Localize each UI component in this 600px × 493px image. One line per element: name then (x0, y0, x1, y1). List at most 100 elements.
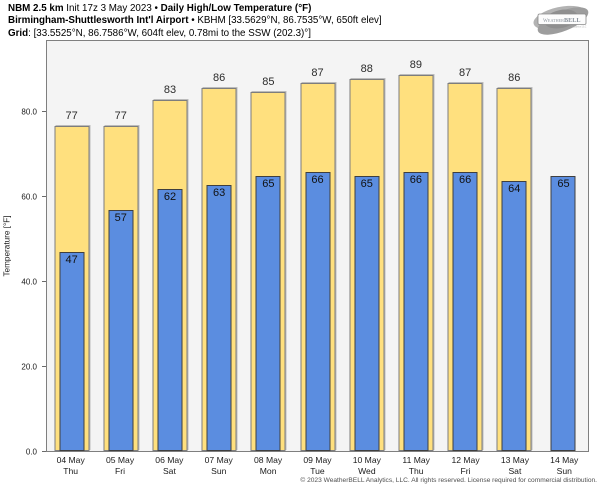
station-name: Birmingham-Shuttlesworth Int'l Airport (8, 15, 189, 27)
low-value-label: 66 (311, 174, 324, 187)
low-bar: 66 (305, 172, 331, 451)
low-value-label: 62 (163, 190, 177, 203)
low-bar: 65 (255, 176, 281, 451)
x-tick-date: 08 May (254, 455, 283, 465)
x-axis-labels: 04 May Thu 05 May Fri 06 May Sat 07 May Sun 08 M… (46, 455, 589, 476)
low-bar: 65 (354, 176, 380, 451)
low-bar: 66 (452, 172, 478, 451)
day-slot: 87 66 (441, 41, 490, 451)
x-tick-label: 12 May Fri (441, 455, 490, 476)
x-tick-date: 10 May (352, 455, 381, 465)
high-value-label: 89 (409, 58, 423, 71)
high-value-label: 87 (311, 67, 324, 80)
high-value-label: 86 (508, 71, 521, 84)
low-bar: 64 (501, 180, 527, 451)
header-line-1: NBM 2.5 km Init 17z 3 May 2023 • Daily H… (8, 3, 382, 15)
low-bar: 65 (550, 176, 576, 451)
copyright-notice: © 2023 WeatherBELL Analytics, LLC. All r… (300, 477, 597, 484)
low-bar: 47 (59, 252, 85, 451)
y-tick-label: 20.0 (21, 362, 37, 372)
x-tick-label: 13 May Sat (490, 455, 539, 476)
station-detail: • KBHM [33.5629°N, 86.7535°W, 650ft elev… (188, 15, 382, 27)
day-slot: 89 66 (391, 41, 440, 451)
plot-area: 77 47 77 57 83 62 86 63 85 65 87 66 88 65 89 66 87 66 86 64… (46, 40, 589, 452)
high-value-label: 77 (114, 109, 127, 122)
x-tick-date: 09 May (303, 455, 332, 465)
y-tick-mark (42, 196, 46, 198)
logo-text-bell: BELL (564, 17, 581, 24)
y-tick-label: 0.0 (25, 447, 37, 457)
day-slot: 88 65 (342, 41, 391, 451)
low-bar: 62 (157, 188, 183, 451)
x-tick-day: Fri (460, 465, 471, 476)
x-tick-label: 11 May Thu (392, 455, 441, 476)
low-value-label: 66 (409, 174, 423, 187)
x-tick-date: 07 May (204, 455, 233, 465)
high-value-label: 87 (458, 67, 472, 80)
x-tick-date: 13 May (500, 455, 529, 465)
header-line-2: Birmingham-Shuttlesworth Int'l Airport •… (8, 15, 382, 27)
day-slot: 65 (539, 41, 588, 451)
x-tick-date: 04 May (56, 455, 85, 465)
y-axis-ticks: 0.0 20.0 40.0 60.0 80.0 (0, 40, 46, 457)
model-name: NBM 2.5 km (8, 3, 64, 14)
high-value-label: 83 (163, 84, 177, 97)
x-tick-label: 05 May Fri (95, 455, 144, 476)
logo-text-weather: WEATHERBELL (543, 17, 580, 24)
low-value-label: 65 (262, 178, 275, 191)
x-tick-label: 06 May Sat (145, 455, 194, 476)
y-tick-mark (42, 111, 46, 113)
low-value-label: 64 (508, 182, 521, 195)
y-tick-mark (42, 366, 46, 368)
x-tick-day: Sat (162, 465, 176, 476)
grid-detail: : [33.5525°N, 86.7586°W, 604ft elev, 0.7… (28, 27, 311, 39)
low-value-label: 66 (458, 174, 472, 187)
day-slot: 83 62 (145, 41, 194, 451)
x-tick-date: 05 May (105, 455, 135, 465)
x-tick-date: 12 May (451, 455, 480, 465)
x-tick-label: 04 May Thu (46, 455, 95, 476)
low-value-label: 65 (557, 178, 570, 191)
grid-label: Grid (8, 27, 29, 39)
logo-text-sub: Analytics LLC (571, 26, 587, 29)
x-tick-date: 11 May (402, 455, 430, 465)
x-tick-label: 14 May Sun (540, 455, 589, 476)
y-tick-mark (42, 451, 46, 452)
x-tick-label: 10 May Wed (342, 455, 391, 476)
high-value-label: 77 (65, 109, 78, 122)
x-tick-day: Sat (508, 465, 522, 476)
x-tick-day: Thu (63, 465, 79, 476)
low-bar: 57 (108, 210, 134, 451)
y-tick-label: 40.0 (21, 277, 37, 287)
low-bar: 66 (403, 172, 429, 451)
x-tick-day: Mon (259, 465, 277, 476)
chart-header: NBM 2.5 km Init 17z 3 May 2023 • Daily H… (8, 3, 382, 40)
high-value-label: 88 (360, 63, 373, 76)
day-slot: 87 66 (293, 41, 342, 451)
y-tick-label: 60.0 (21, 192, 37, 202)
x-tick-day: Sun (556, 465, 572, 476)
x-tick-label: 07 May Sun (194, 455, 243, 476)
x-tick-day: Thu (408, 465, 424, 476)
high-value-label: 85 (262, 75, 275, 88)
x-tick-label: 08 May Mon (243, 455, 292, 476)
x-tick-day: Fri (115, 465, 126, 476)
x-tick-date: 06 May (155, 455, 184, 465)
x-tick-date: 14 May (550, 455, 579, 465)
y-tick-label: 80.0 (21, 107, 37, 117)
x-tick-day: Sun (211, 465, 227, 476)
y-tick-mark (42, 281, 46, 283)
weatherbell-logo-icon: WEATHERBELL Analytics LLC (533, 5, 589, 35)
x-tick-label: 09 May Tue (293, 455, 342, 476)
day-slot: 86 64 (490, 41, 539, 451)
low-value-label: 47 (65, 254, 78, 267)
x-tick-day: Wed (358, 465, 376, 476)
high-value-label: 86 (213, 71, 226, 84)
day-slot: 85 65 (244, 41, 293, 451)
header-line-3: Grid: [33.5525°N, 86.7586°W, 604ft elev,… (8, 28, 382, 40)
init-time: Init 17z 3 May 2023 • (63, 3, 161, 14)
x-tick-day: Tue (310, 465, 325, 476)
low-value-label: 63 (213, 186, 226, 199)
day-slot: 77 57 (96, 41, 145, 451)
